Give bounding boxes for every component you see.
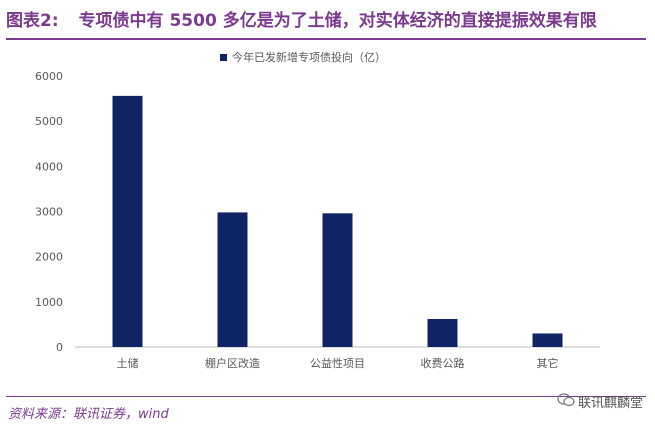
wechat-icon xyxy=(557,393,575,411)
bar xyxy=(532,333,563,347)
bar xyxy=(217,212,248,347)
x-tick-label: 棚户区改造 xyxy=(205,356,260,370)
y-tick-label: 6000 xyxy=(35,70,63,83)
x-tick-label: 土储 xyxy=(117,356,139,370)
footer-divider xyxy=(6,396,646,397)
x-tick-label: 收费公路 xyxy=(421,356,465,370)
y-tick-label: 5000 xyxy=(35,115,63,128)
y-tick-label: 2000 xyxy=(35,251,63,264)
title-bar: 图表2: 专项债中有 5500 多亿是为了土储，对实体经济的直接提振效果有限 xyxy=(6,6,646,36)
bar-chart: 0 1000 2000 3000 4000 5000 6000 土储 棚户区改造 公益性项目 收费公… xyxy=(35,50,600,370)
legend-label: 今年已发新增专项债投向（亿） xyxy=(232,50,386,64)
bar xyxy=(112,95,143,347)
y-tick-label: 1000 xyxy=(35,296,63,309)
figure-label: 图表2: xyxy=(6,11,59,31)
title-divider xyxy=(6,38,646,40)
bar xyxy=(322,213,353,347)
figure-title: 专项债中有 5500 多亿是为了土储，对实体经济的直接提振效果有限 xyxy=(78,11,597,31)
y-tick-label: 3000 xyxy=(35,206,63,219)
x-tick-label: 公益性项目 xyxy=(310,356,365,370)
watermark: 联讯麒麟堂 xyxy=(557,392,643,411)
bar xyxy=(427,318,458,347)
x-tick-label: 其它 xyxy=(537,356,559,370)
watermark-text: 联讯麒麟堂 xyxy=(577,396,643,411)
y-tick-label: 4000 xyxy=(35,160,63,173)
source-note: 资料来源：联讯证券，wind xyxy=(8,407,169,422)
y-tick-label: 0 xyxy=(56,341,63,354)
legend-swatch xyxy=(220,54,227,61)
